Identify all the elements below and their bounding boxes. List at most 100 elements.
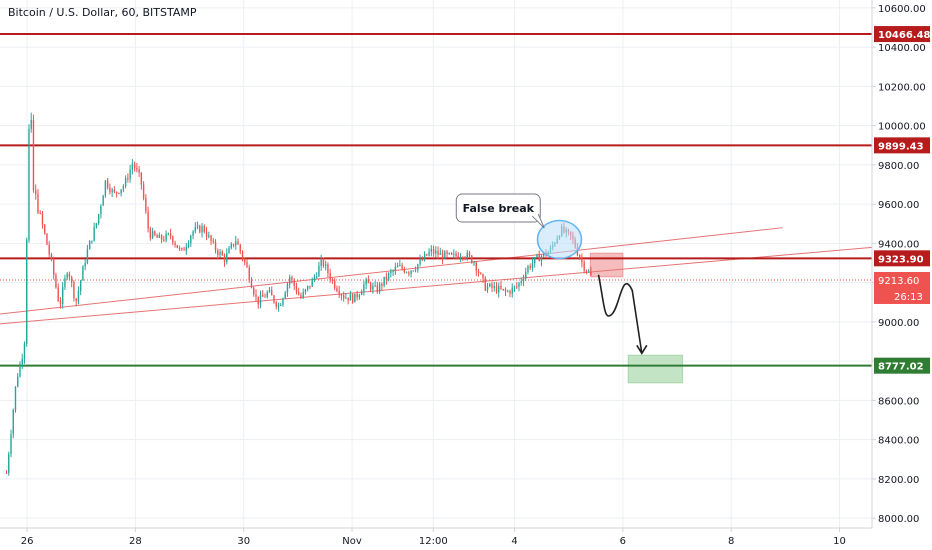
callout-box: [455, 193, 541, 223]
candle-body: [385, 276, 388, 280]
candle-body: [318, 265, 320, 277]
price-level-badge: [874, 250, 930, 267]
candle-body: [590, 271, 592, 276]
candle-body: [79, 280, 82, 291]
candle-body: [471, 255, 473, 263]
price-tick-label: 9800.00: [878, 161, 919, 172]
candle-body: [448, 252, 450, 254]
candle-body: [172, 236, 174, 243]
candle-body: [275, 302, 277, 307]
time-tick-label: 8: [728, 536, 734, 547]
time-tick-label: 30: [237, 536, 250, 547]
candle-body: [17, 376, 19, 387]
candle-body: [253, 287, 255, 295]
price-level-label: 10466.48: [878, 30, 931, 41]
candle-body: [286, 283, 289, 293]
candle-body: [158, 235, 161, 238]
candle-body: [235, 241, 237, 246]
candle-body: [201, 226, 203, 233]
candle-body: [374, 285, 376, 287]
candle-body: [106, 180, 109, 188]
candle-body: [181, 248, 183, 250]
candle-body: [277, 305, 280, 307]
candle-body: [426, 254, 428, 256]
candle-body: [417, 264, 419, 270]
candle-body: [507, 291, 509, 293]
candle-body: [437, 250, 439, 255]
candle-body: [327, 264, 329, 274]
candle-body: [399, 265, 401, 267]
candle-body: [156, 235, 158, 238]
candle-body: [306, 285, 309, 290]
price-tick-label: 8400.00: [878, 436, 919, 447]
candle-body: [187, 243, 190, 247]
price-level-label: 8777.02: [878, 362, 924, 373]
candle-body: [149, 228, 152, 239]
candle-body: [394, 267, 397, 271]
price-tick-label: 9600.00: [878, 200, 919, 211]
plot-area: [0, 0, 872, 528]
candle-body: [37, 193, 39, 213]
candle-body: [223, 255, 226, 262]
candle-body: [151, 231, 154, 239]
candle-body: [266, 292, 268, 297]
candle-body: [86, 249, 89, 264]
candle-body: [212, 241, 214, 243]
candle-body: [10, 434, 12, 455]
candle-body: [295, 285, 298, 293]
candle-body: [115, 191, 118, 193]
candle-body: [109, 187, 111, 193]
candle-body: [522, 278, 525, 282]
candle-body: [502, 288, 504, 290]
price-level-badge: [874, 357, 930, 374]
candle-body: [122, 186, 125, 190]
candle-body: [450, 252, 453, 255]
candle-body: [5, 473, 8, 475]
price-level-badge: [874, 137, 930, 154]
time-tick-label: 4: [511, 536, 517, 547]
candle-body: [210, 235, 212, 242]
candle-body: [367, 279, 370, 284]
candle-body: [293, 279, 295, 286]
candle-body: [93, 227, 95, 241]
candle-body: [585, 270, 588, 272]
time-tick-label: Nov: [342, 536, 362, 547]
candle-body: [480, 273, 482, 275]
candle-body: [203, 226, 205, 232]
price-tick-label: 8200.00: [878, 475, 919, 486]
candle-body: [230, 243, 232, 249]
candle-body: [520, 281, 522, 283]
candle-body: [489, 283, 491, 287]
price-tick-label: 10400.00: [878, 43, 926, 54]
candle-body: [131, 164, 134, 170]
candle-body: [291, 277, 293, 280]
candle-body: [208, 235, 210, 237]
candle-body: [190, 235, 192, 244]
candle-body: [414, 269, 417, 271]
candle-body: [543, 252, 545, 257]
candle-body: [390, 271, 392, 274]
candle-body: [113, 189, 116, 192]
candle-body: [320, 259, 322, 266]
candle-body: [241, 251, 244, 259]
candle-body: [32, 119, 35, 191]
chart-title: Bitcoin / U.S. Dollar, 60, BITSTAMP: [8, 6, 197, 19]
candle-body: [48, 244, 50, 255]
price-tick-label: 10600.00: [878, 4, 926, 15]
time-tick-label: 28: [129, 536, 142, 547]
candle-body: [19, 364, 21, 377]
candle-body: [280, 304, 282, 306]
candle-body: [53, 258, 55, 276]
candle-body: [457, 256, 459, 259]
candle-body: [372, 285, 374, 290]
candle-body: [97, 214, 100, 224]
candle-body: [194, 227, 197, 232]
candle-body: [219, 251, 221, 255]
price-tick-label: 8600.00: [878, 396, 919, 407]
candle-body: [163, 239, 165, 241]
candle-body: [396, 265, 399, 268]
candle-body: [250, 280, 253, 288]
candle-body: [376, 285, 379, 293]
